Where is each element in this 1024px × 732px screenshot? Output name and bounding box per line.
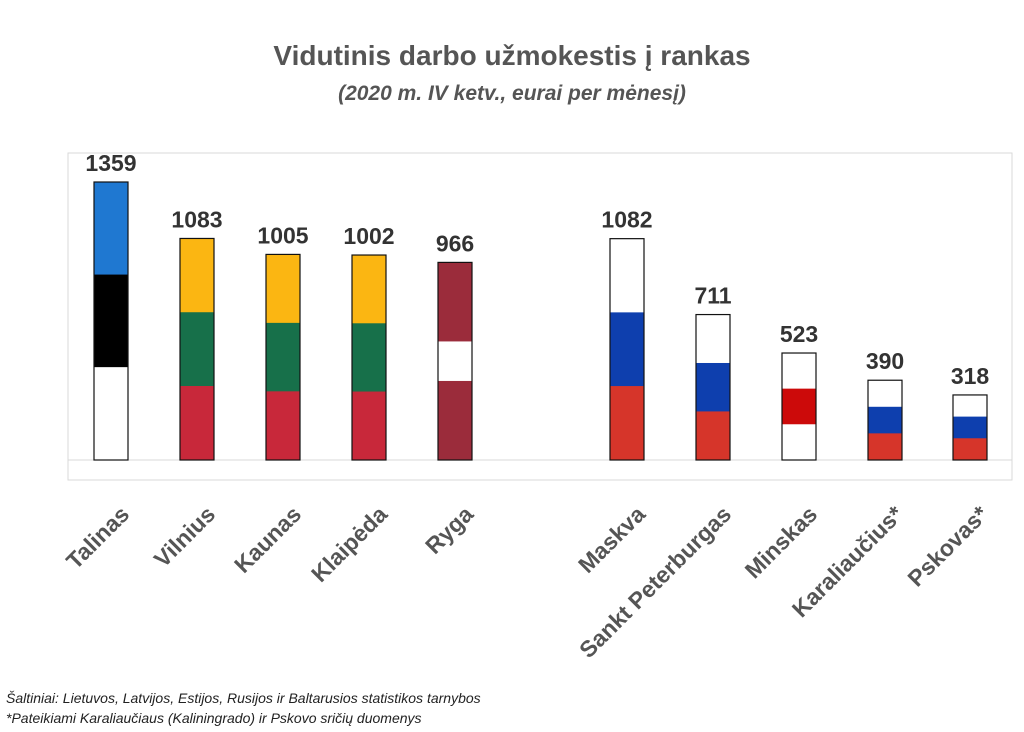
category-label: Kaunas [229,501,306,578]
bar-outline [952,394,988,461]
bar-stripe [696,314,730,364]
bar-sankt-peterburgas [695,313,731,461]
bar-outline [695,313,731,461]
data-label: 318 [951,363,990,389]
bar-stripe [610,386,644,461]
bar-stripe [266,254,300,324]
bar-outline [781,352,817,461]
bar-outline [179,237,215,461]
category-label: Maskva [573,501,650,578]
bar-stripe [953,416,987,439]
bar-ryga [437,261,473,461]
bar-stripe [94,274,128,368]
bar-talinas [93,181,129,461]
bar-outline [437,261,473,461]
bar-stripe [180,386,214,461]
bar-stripe [180,238,214,313]
bar-outline [351,254,387,461]
bar-chart: 1359 1083 1005 1002 966 1082 711 523 390 318 Tali… [61,150,1013,663]
bar-maskva [609,238,645,461]
data-label: 523 [780,321,818,347]
bar-karaliaucius [867,379,903,461]
bar-stripe [610,238,644,313]
chart-title: Vidutinis darbo užmokestis į rankas [273,40,751,71]
bar-stripe [696,362,730,412]
bar-stripe [610,312,644,387]
category-label: Sankt Peterburgas [574,501,736,663]
bar-stripe [868,433,902,461]
bar-stripe [782,388,816,425]
data-label: 1002 [343,223,394,249]
bar-vilnius [179,237,215,461]
category-label: Pskovas* [902,501,993,592]
bar-minskas [781,352,817,461]
bar-stripe [438,380,472,461]
data-label: 711 [694,283,731,309]
data-label: 966 [436,230,474,256]
bar-stripe [868,380,902,408]
data-label: 1005 [257,222,308,248]
bar-stripe [438,341,472,382]
category-label: Minskas [740,501,823,584]
category-label: Talinas [61,501,134,574]
plot-area [67,152,1013,481]
data-label: 1082 [601,207,652,233]
category-label: Ryga [420,501,478,559]
bar-stripe [782,353,816,390]
bar-pskovas [952,394,988,461]
bar-stripe [953,394,987,418]
source-note: Šaltiniai: Lietuvos, Latvijos, Estijos, … [6,690,481,706]
bar-kaunas [265,253,301,461]
bar-stripe [696,411,730,461]
bar-stripe [868,406,902,434]
bar-stripe [782,424,816,461]
footnote: *Pateikiami Karaliaučiaus (Kaliningrado)… [6,710,422,726]
bar-stripe [94,182,128,276]
bar-stripe [180,312,214,387]
bar-outline [265,253,301,461]
bar-outline [609,238,645,461]
bar-outline [867,379,903,461]
bar-klaipeda [351,254,387,461]
category-label: Klaipėda [306,501,392,587]
bar-stripe [953,438,987,461]
data-label: 1083 [171,206,222,232]
data-label: 390 [866,348,904,374]
chart-subtitle: (2020 m. IV ketv., eurai per mėnesį) [338,82,686,105]
category-label: Vilnius [149,501,220,572]
bar-stripe [352,391,386,461]
bar-stripe [352,255,386,324]
bar-stripe [266,391,300,461]
bar-outline [93,181,129,461]
bar-stripe [438,262,472,342]
bar-stripe [266,322,300,392]
bar-stripe [94,367,128,461]
data-label: 1359 [85,150,136,176]
bar-stripe [352,323,386,393]
